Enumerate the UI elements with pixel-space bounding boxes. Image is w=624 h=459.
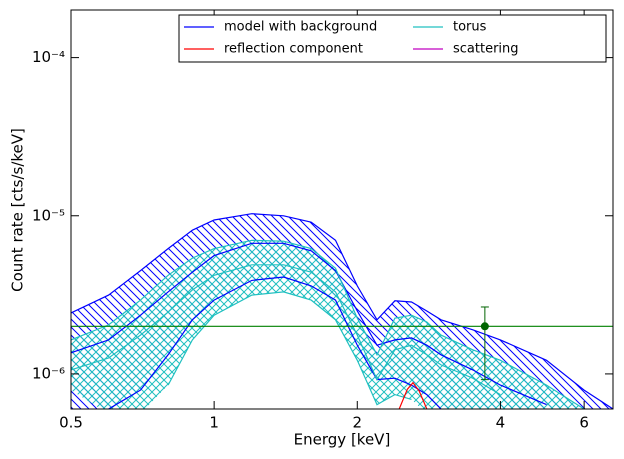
band-lower [108,276,442,409]
legend-label: reflection component [224,42,363,57]
y-tick-label: 10⁻⁴ [32,48,65,66]
x-tick-label: 4 [496,414,506,432]
legend-label: model with background [224,20,377,35]
x-tick-label: 2 [352,414,362,432]
y-tick-label: 10⁻⁶ [32,364,65,382]
series-line [71,242,547,406]
plot-area [71,213,613,409]
legend-box [178,14,607,63]
y-tick-label: 10⁻⁵ [32,206,65,224]
y-axis-label: Count rate [cts/s/keV] [9,128,27,292]
legend: model with background torus reflection com… [178,14,607,63]
band-lower [167,291,412,406]
series-line [71,264,501,396]
plot-frame [70,9,614,410]
x-axis-label: Energy [keV] [294,431,391,449]
band [71,240,585,409]
data-point [480,322,489,331]
band-upper [71,239,585,409]
legend-label: torus [453,20,487,35]
x-tick-label: 6 [579,414,589,432]
x-tick-label: 1 [209,414,219,432]
series-line [398,381,428,409]
x-tick-label: 0.5 [59,414,83,432]
band-upper [71,213,613,409]
legend-label: scattering [453,42,519,57]
